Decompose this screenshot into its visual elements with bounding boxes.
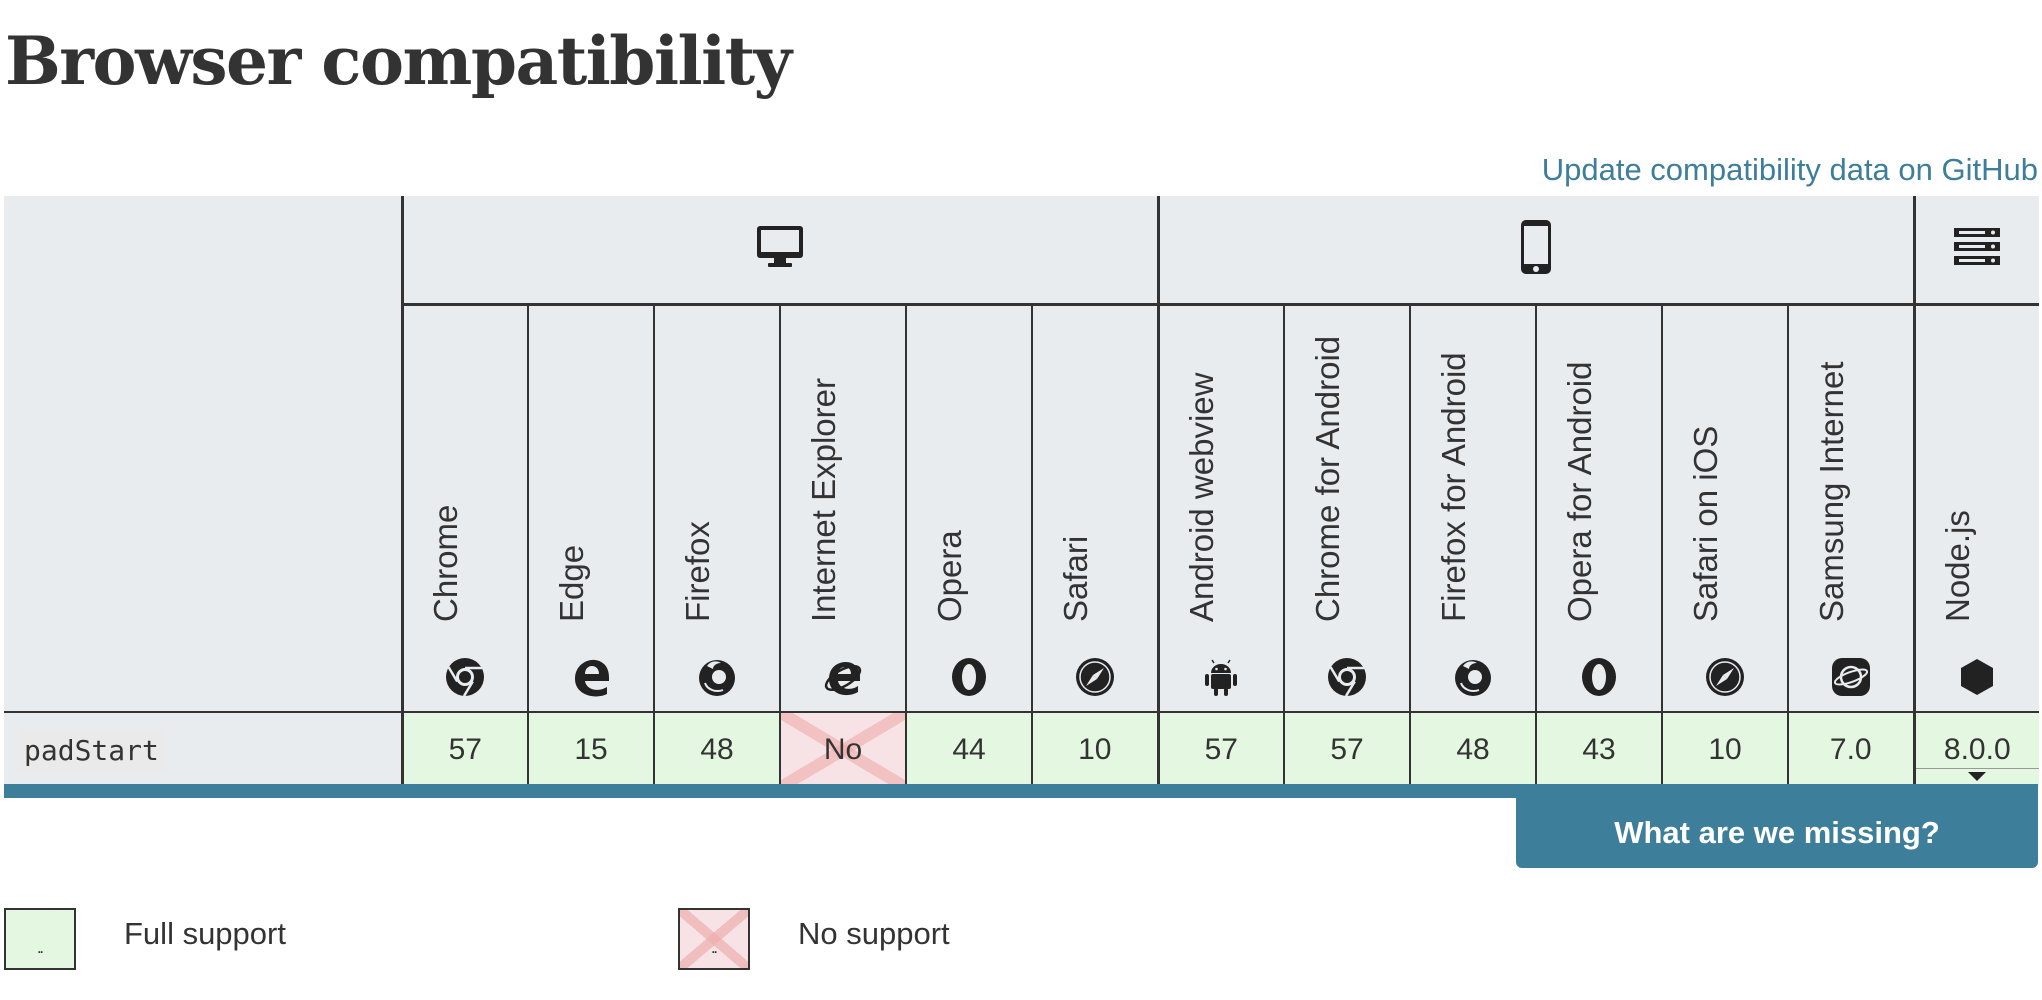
legend-no-support-label: No support: [798, 916, 950, 951]
firefox-icon: [1453, 657, 1493, 697]
browser-name: Firefox for Android: [1435, 352, 1472, 622]
browser-name: Internet Explorer: [805, 378, 842, 622]
browser-header-firefox: Firefox: [654, 304, 781, 712]
browser-name: Node.js: [1939, 510, 1977, 622]
browser-header-nodejs: Node.js: [1914, 304, 2040, 712]
browser-name: Safari: [1056, 535, 1094, 622]
legend-no-support-swatch: ..: [678, 908, 750, 970]
support-cell-safari[interactable]: 10: [1032, 711, 1160, 787]
browser-name: Samsung Internet: [1812, 361, 1850, 623]
opera-icon: [1579, 657, 1619, 697]
platform-mobile: [1158, 196, 1916, 306]
nodejs-icon: [1957, 657, 1997, 697]
safari-icon: [1705, 657, 1745, 697]
browser-header-edge: Edge: [528, 304, 655, 712]
internet-explorer-icon: [823, 657, 863, 697]
samsung-internet-icon: [1831, 657, 1871, 697]
browser-header-safari: Safari: [1032, 304, 1160, 712]
browser-header-internet-explorer: Internet Explorer: [780, 304, 907, 712]
note-divider: [1915, 768, 2040, 769]
server-icon: [1953, 227, 2001, 272]
browser-name: Firefox: [679, 521, 716, 622]
support-cell-opera-for-android[interactable]: 43: [1536, 711, 1663, 787]
table-row: padStart 57 15 48 No 44 10 57 57 48 43 1…: [4, 711, 2040, 787]
support-cell-chrome-for-android[interactable]: 57: [1284, 711, 1411, 787]
android-icon: [1201, 657, 1241, 697]
browser-name: Chrome: [427, 504, 465, 622]
browser-name: Android webview: [1183, 372, 1221, 622]
browser-header-opera: Opera: [906, 304, 1033, 712]
browser-header-chrome: Chrome: [402, 304, 529, 712]
support-cell-internet-explorer[interactable]: No: [780, 711, 907, 787]
support-cell-safari-on-ios[interactable]: 10: [1662, 711, 1789, 787]
support-cell-edge[interactable]: 15: [528, 711, 655, 787]
browser-header-opera-for-android: Opera for Android: [1536, 304, 1663, 712]
feature-code: padStart: [18, 729, 165, 771]
mobile-icon: [1520, 219, 1552, 280]
chrome-icon: [1327, 657, 1367, 697]
support-cell-firefox[interactable]: 48: [654, 711, 781, 787]
table-corner: [4, 196, 404, 712]
platform-server: [1914, 196, 2040, 306]
update-github-link[interactable]: Update compatibility data on GitHub: [1541, 152, 2038, 187]
legend-mark: ..: [711, 941, 718, 956]
support-cell-nodejs[interactable]: 8.0.0: [1914, 711, 2040, 787]
feature-name: padStart: [4, 711, 404, 787]
edge-icon: [571, 657, 611, 697]
support-cell-android-webview[interactable]: 57: [1158, 711, 1285, 787]
legend-full-support-label: Full support: [124, 916, 286, 951]
desktop-icon: [756, 225, 804, 274]
support-cell-chrome[interactable]: 57: [402, 711, 529, 787]
browser-header-chrome-for-android: Chrome for Android: [1284, 304, 1411, 712]
browser-header-safari-on-ios: Safari on iOS: [1662, 304, 1789, 712]
support-cell-opera[interactable]: 44: [906, 711, 1033, 787]
chrome-icon: [445, 657, 485, 697]
support-cell-samsung-internet[interactable]: 7.0: [1788, 711, 1916, 787]
expand-caret-icon[interactable]: [1968, 772, 1987, 781]
compat-table: Chrome Edge Firefox Internet Explorer Op…: [4, 196, 2040, 787]
browser-name: Safari on iOS: [1687, 425, 1724, 622]
page-title: Browser compatibility: [5, 22, 792, 100]
browser-header-android-webview: Android webview: [1158, 304, 1285, 712]
browser-header-samsung-internet: Samsung Internet: [1788, 304, 1916, 712]
what-are-we-missing-button[interactable]: What are we missing?: [1516, 798, 2038, 868]
browser-name: Opera: [931, 530, 968, 622]
table-footer-bar: [4, 784, 2038, 798]
safari-icon: [1075, 657, 1115, 697]
browser-name: Chrome for Android: [1309, 335, 1346, 622]
firefox-icon: [697, 657, 737, 697]
opera-icon: [949, 657, 989, 697]
legend-full-support-swatch: ..: [4, 908, 76, 970]
browser-name: Edge: [553, 544, 590, 622]
platform-desktop: [402, 196, 1160, 306]
support-cell-firefox-for-android[interactable]: 48: [1410, 711, 1537, 787]
browser-header-firefox-for-android: Firefox for Android: [1410, 304, 1537, 712]
legend-mark: ..: [37, 941, 44, 956]
browser-name: Opera for Android: [1561, 361, 1598, 623]
